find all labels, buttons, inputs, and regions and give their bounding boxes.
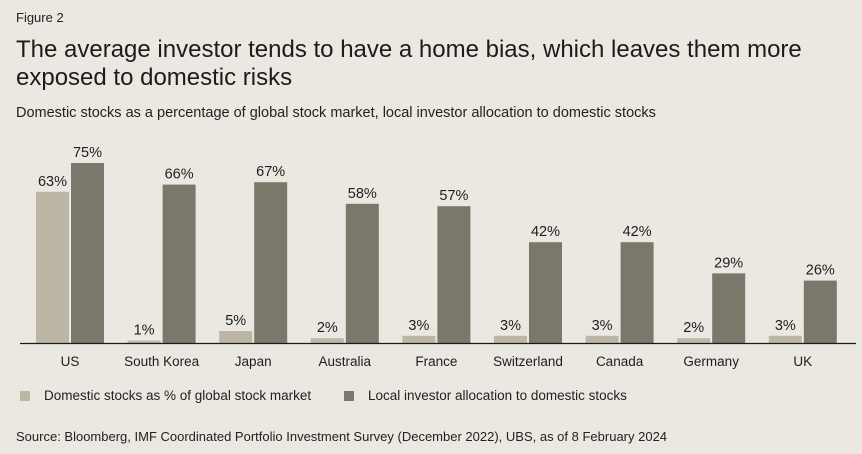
data-label-australia-series-1: 2% <box>317 320 338 336</box>
data-label-germany-series-1: 2% <box>683 320 704 336</box>
data-label-france-series-2: 57% <box>439 188 468 204</box>
data-label-japan-series-1: 5% <box>225 313 246 329</box>
x-tick-label-uk: UK <box>793 354 812 369</box>
bar-japan-series-1 <box>219 331 253 343</box>
bar-south-korea-series-2 <box>162 184 196 343</box>
data-label-australia-series-2: 58% <box>348 186 377 202</box>
bar-us-series-2 <box>71 163 104 343</box>
x-tick-label-japan: Japan <box>235 354 272 369</box>
bar-chart: 63% 75% US 1% 66% South Korea 5% 67% Japan 2% 58% A… <box>20 145 856 369</box>
bar-australia-series-2 <box>345 203 379 343</box>
chart-title: The average investor tends to have a hom… <box>16 36 802 91</box>
legend-swatch-local-allocation <box>344 390 354 401</box>
data-label-japan-series-2: 67% <box>256 164 285 180</box>
data-label-uk-series-2: 26% <box>806 263 835 279</box>
x-tick-label-france: France <box>415 354 457 369</box>
data-label-france-series-1: 3% <box>408 318 429 334</box>
x-tick-label-us: US <box>61 354 80 369</box>
bar-switzerland-series-1 <box>494 335 527 343</box>
figure-label: Figure 2 <box>16 10 64 25</box>
bar-uk-series-1 <box>768 335 802 343</box>
data-label-south-korea-series-2: 66% <box>165 167 194 183</box>
x-tick-label-germany: Germany <box>683 354 739 369</box>
source-note: Source: Bloomberg, IMF Coordinated Portf… <box>16 429 668 444</box>
legend-item-domestic-share: Domestic stocks as % of global stock mar… <box>20 388 311 403</box>
data-label-us-series-2: 75% <box>73 145 102 161</box>
data-label-uk-series-1: 3% <box>775 318 796 334</box>
legend-swatch-domestic-share <box>20 390 30 401</box>
data-label-switzerland-series-1: 3% <box>500 318 521 334</box>
bar-uk-series-2 <box>803 280 837 343</box>
legend-label-domestic-share: Domestic stocks as % of global stock mar… <box>44 388 312 403</box>
bar-france-series-2 <box>437 206 471 343</box>
data-label-us-series-1: 63% <box>38 174 67 190</box>
bar-france-series-1 <box>402 335 436 343</box>
bar-germany-series-1 <box>677 338 711 343</box>
bar-australia-series-1 <box>310 338 344 343</box>
legend-item-local-allocation: Local investor allocation to domestic st… <box>344 388 627 403</box>
bar-canada-series-1 <box>585 335 619 343</box>
x-tick-label-australia: Australia <box>319 354 372 369</box>
bar-us-series-1 <box>36 191 69 343</box>
data-label-canada-series-1: 3% <box>592 318 613 334</box>
legend-label-local-allocation: Local investor allocation to domestic st… <box>368 388 627 403</box>
x-tick-label-south-korea: South Korea <box>124 354 200 369</box>
x-tick-label-canada: Canada <box>596 354 644 369</box>
data-label-germany-series-2: 29% <box>714 255 743 271</box>
bar-south-korea-series-1 <box>127 340 161 343</box>
data-label-south-korea-series-1: 1% <box>134 323 155 339</box>
bar-canada-series-2 <box>620 242 654 343</box>
bar-switzerland-series-2 <box>529 242 562 343</box>
chart-subtitle: Domestic stocks as a percentage of globa… <box>16 105 656 121</box>
bar-japan-series-2 <box>254 182 288 343</box>
data-label-switzerland-series-2: 42% <box>531 224 560 240</box>
data-label-canada-series-2: 42% <box>623 224 652 240</box>
x-tick-label-switzerland: Switzerland <box>493 354 563 369</box>
bar-germany-series-2 <box>712 273 746 343</box>
